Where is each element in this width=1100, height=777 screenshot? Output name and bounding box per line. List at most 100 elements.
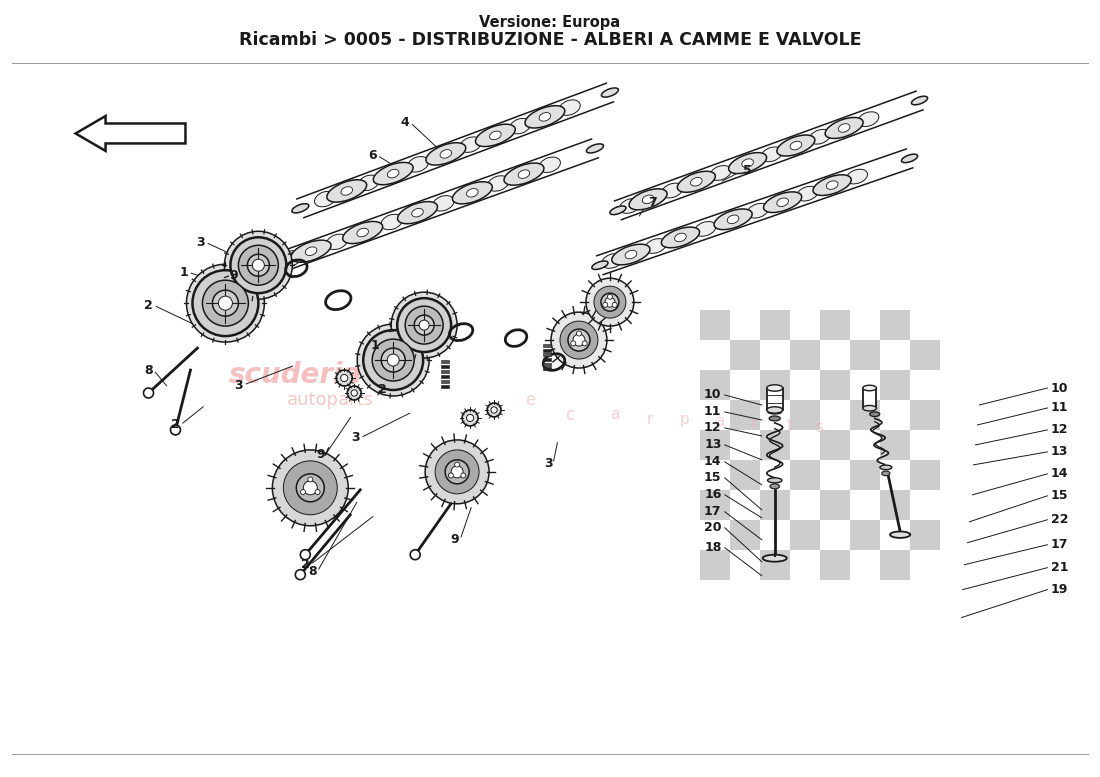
Bar: [543, 363, 551, 365]
Ellipse shape: [741, 159, 754, 167]
Ellipse shape: [397, 201, 438, 224]
Ellipse shape: [769, 416, 780, 421]
Ellipse shape: [292, 240, 331, 263]
Bar: [760, 430, 790, 460]
Bar: [880, 490, 910, 520]
Circle shape: [397, 298, 451, 352]
Ellipse shape: [691, 177, 702, 186]
Ellipse shape: [790, 141, 802, 150]
Circle shape: [449, 473, 453, 478]
Circle shape: [551, 312, 607, 368]
Text: 1: 1: [179, 266, 188, 279]
Ellipse shape: [487, 176, 509, 191]
Text: 9: 9: [316, 448, 324, 462]
Ellipse shape: [504, 163, 543, 185]
Bar: [880, 310, 910, 340]
Ellipse shape: [661, 227, 700, 248]
Bar: [767, 388, 783, 410]
Circle shape: [304, 481, 317, 495]
Ellipse shape: [678, 171, 715, 192]
Circle shape: [273, 450, 349, 526]
Text: 22: 22: [1050, 514, 1068, 526]
Ellipse shape: [710, 166, 732, 180]
Text: 17: 17: [704, 505, 722, 518]
Ellipse shape: [728, 152, 767, 173]
Circle shape: [392, 292, 458, 358]
Circle shape: [348, 386, 361, 400]
Bar: [849, 400, 880, 430]
Text: 2: 2: [377, 384, 386, 396]
Circle shape: [419, 320, 429, 330]
Text: 21: 21: [1050, 561, 1068, 574]
Circle shape: [601, 293, 619, 311]
Circle shape: [568, 329, 590, 351]
Ellipse shape: [509, 118, 530, 134]
Ellipse shape: [306, 247, 317, 256]
Circle shape: [576, 331, 582, 336]
Circle shape: [415, 315, 434, 335]
Ellipse shape: [642, 195, 653, 204]
Ellipse shape: [694, 221, 716, 236]
Text: c: c: [565, 406, 574, 424]
Circle shape: [224, 232, 293, 299]
Ellipse shape: [880, 465, 892, 469]
Bar: [700, 549, 729, 580]
Ellipse shape: [629, 189, 667, 210]
Bar: [441, 375, 449, 378]
Circle shape: [212, 290, 239, 316]
Text: 2: 2: [172, 419, 179, 431]
Text: 9: 9: [451, 533, 460, 546]
Bar: [729, 460, 760, 490]
Ellipse shape: [539, 113, 551, 121]
Ellipse shape: [661, 183, 683, 198]
Text: 12: 12: [704, 421, 722, 434]
Text: scuderia: scuderia: [229, 361, 362, 389]
Circle shape: [239, 246, 278, 285]
Bar: [700, 430, 729, 460]
Ellipse shape: [768, 478, 782, 483]
Text: p: p: [680, 413, 690, 427]
Text: a: a: [715, 414, 725, 430]
Circle shape: [382, 348, 405, 372]
Circle shape: [337, 370, 352, 386]
Ellipse shape: [264, 260, 280, 270]
Text: Versione: Europa: Versione: Europa: [480, 15, 620, 30]
Text: 10: 10: [1050, 382, 1068, 395]
Text: 8: 8: [308, 565, 317, 578]
Bar: [441, 360, 449, 363]
Ellipse shape: [466, 189, 478, 197]
Ellipse shape: [356, 228, 369, 237]
Circle shape: [491, 407, 497, 413]
Text: 2: 2: [301, 558, 310, 571]
Ellipse shape: [327, 234, 348, 249]
Circle shape: [426, 440, 490, 503]
Ellipse shape: [770, 484, 780, 489]
Text: r: r: [647, 413, 653, 427]
Text: e: e: [525, 391, 536, 409]
Ellipse shape: [292, 204, 309, 213]
Ellipse shape: [825, 117, 864, 138]
Text: 8: 8: [144, 364, 153, 377]
Ellipse shape: [460, 137, 481, 152]
Text: 15: 15: [1050, 490, 1068, 502]
Ellipse shape: [282, 250, 303, 266]
Ellipse shape: [862, 406, 877, 411]
Circle shape: [466, 414, 474, 422]
Ellipse shape: [452, 182, 493, 204]
Bar: [441, 365, 449, 368]
Ellipse shape: [341, 186, 352, 195]
Ellipse shape: [586, 144, 604, 153]
Ellipse shape: [890, 531, 910, 538]
Ellipse shape: [882, 471, 890, 476]
Bar: [543, 344, 551, 347]
Bar: [700, 490, 729, 520]
Ellipse shape: [768, 410, 781, 414]
Bar: [543, 349, 551, 351]
Ellipse shape: [858, 112, 879, 127]
Text: 2: 2: [144, 298, 153, 312]
Ellipse shape: [870, 412, 880, 416]
Circle shape: [219, 296, 232, 310]
Bar: [760, 310, 790, 340]
Bar: [880, 549, 910, 580]
Bar: [543, 354, 551, 356]
